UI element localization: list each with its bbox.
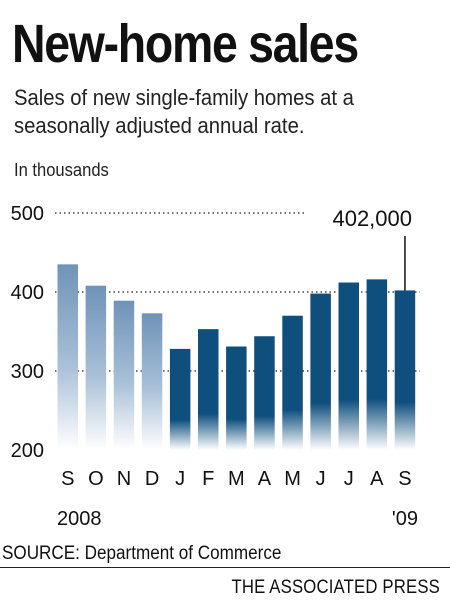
y-tick-labels: 200 300 400 500 [11,203,44,462]
bar-2-N [113,300,135,450]
chart-title: New-home sales [12,14,359,74]
x-tick-1-O: O [88,468,104,490]
x-tick-9-J: J [316,468,326,490]
bar-6-M [226,346,247,450]
bar-5-F [198,329,219,450]
x-tick-5-F: F [202,468,214,490]
y-tick-400: 400 [11,282,44,304]
x-tick-2-N: N [117,468,131,490]
bar-12-S [394,290,416,450]
y-tick-500: 500 [11,203,44,225]
y-tick-300: 300 [11,361,44,383]
x-tick-6-M: M [228,468,245,490]
chart-subtitle: Sales of new single-family homes at a se… [14,85,354,138]
bar-0-S [57,264,78,450]
x-tick-8-M: M [284,468,301,490]
year-label-2008: 2008 [57,508,102,530]
footer-divider [0,567,450,568]
year-label-2009: '09 [392,508,418,530]
x-tick-11-A: A [370,468,384,490]
unit-label: In thousands [14,160,109,180]
annotation-label: 402,000 [332,206,412,231]
x-tick-0-S: S [61,468,74,490]
x-tick-3-D: D [145,468,159,490]
bar-4-J [169,348,191,450]
x-tick-4-J: J [175,468,185,490]
bar-11-A [366,279,388,450]
x-tick-12-S: S [398,468,411,490]
x-tick-10-J: J [344,468,354,490]
source-note: SOURCE: Department of Commerce [2,543,282,564]
bar-3-D [141,313,163,450]
gridlines [55,212,420,372]
bar-1-O [85,285,107,450]
bar-7-A [254,336,275,450]
credit-line: THE ASSOCIATED PRESS [231,577,440,598]
bars [57,264,416,450]
bar-8-M [282,315,303,450]
x-tick-7-A: A [258,468,272,490]
bar-10-J [338,282,359,450]
bar-9-J [310,293,331,450]
y-tick-200: 200 [11,440,44,462]
